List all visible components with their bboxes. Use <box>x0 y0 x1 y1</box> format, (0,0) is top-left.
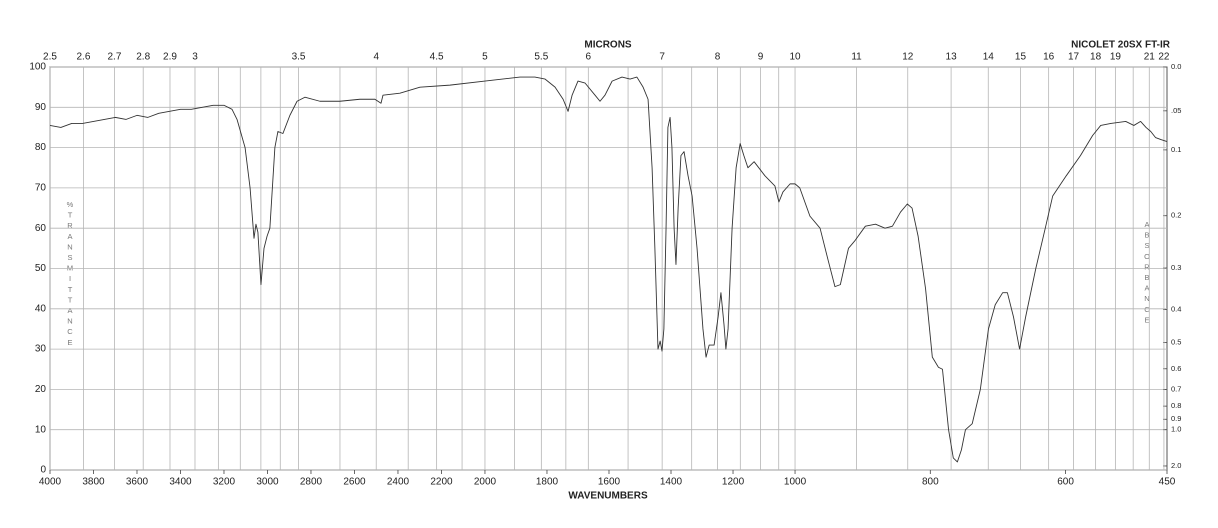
x-tick-label: 450 <box>1159 477 1176 488</box>
x-tick-label: 1000 <box>784 477 807 488</box>
y2-tick-label: 0.1 <box>1171 145 1181 154</box>
y2-tick-label: 0.9 <box>1171 414 1181 423</box>
x-tick-label: 800 <box>922 477 939 488</box>
x2-tick-label: 7 <box>659 52 665 63</box>
y-tick-label: 0 <box>40 465 46 476</box>
x2-tick-label: 19 <box>1110 52 1122 63</box>
y-tick-label: 30 <box>35 344 47 355</box>
x2-tick-label: 13 <box>946 52 958 63</box>
y2-tick-label: 0.8 <box>1171 401 1181 410</box>
y-tick-label: 70 <box>35 183 47 194</box>
y-tick-label: 80 <box>35 142 47 153</box>
x2-tick-label: 2.7 <box>107 52 121 63</box>
x2-tick-label: 17 <box>1068 52 1080 63</box>
x2-tick-label: 15 <box>1015 52 1027 63</box>
x2-tick-label: 2.6 <box>77 52 91 63</box>
y2-tick-label: 0.6 <box>1171 364 1181 373</box>
x2-tick-label: 3.5 <box>292 52 306 63</box>
y2-tick-label: 0.2 <box>1171 211 1181 220</box>
x2-tick-label: 8 <box>715 52 721 63</box>
x2-tick-label: 5 <box>482 52 488 63</box>
y2-tick-label: 0.4 <box>1171 305 1181 314</box>
x2-tick-label: 2.5 <box>43 52 57 63</box>
x2-tick-label: 22 <box>1158 52 1170 63</box>
x-tick-label: 2000 <box>474 477 497 488</box>
y2-tick-label: 0.5 <box>1171 338 1181 347</box>
y-tick-label: 50 <box>35 263 47 274</box>
y-tick-label: 100 <box>29 62 46 73</box>
x2-tick-label: 18 <box>1090 52 1102 63</box>
y2-tick-label: 2.0 <box>1171 461 1181 470</box>
x-tick-label: 1600 <box>598 477 621 488</box>
y2-tick-label: 0.0 <box>1171 62 1181 71</box>
y-tick-label: 90 <box>35 102 47 113</box>
x2-tick-label: 9 <box>758 52 764 63</box>
x2-tick-label: 4.5 <box>430 52 444 63</box>
x2-tick-label: 6 <box>586 52 592 63</box>
x2-tick-label: 16 <box>1043 52 1055 63</box>
x-tick-label: 4000 <box>39 477 62 488</box>
x2-tick-label: 10 <box>789 52 801 63</box>
x-tick-label: 3600 <box>126 477 149 488</box>
x2-tick-label: 12 <box>902 52 914 63</box>
x2-tick-label: 2.9 <box>163 52 177 63</box>
x-tick-label: 2600 <box>343 477 366 488</box>
x2-tick-label: 21 <box>1144 52 1156 63</box>
y-tick-label: 60 <box>35 223 47 234</box>
y-tick-label: 40 <box>35 303 47 314</box>
x-tick-label: 1200 <box>722 477 745 488</box>
x2-tick-label: 11 <box>851 52 862 63</box>
x-tick-label: 3800 <box>82 477 105 488</box>
x-tick-label: 3000 <box>256 477 279 488</box>
x-tick-label: 3400 <box>169 477 192 488</box>
y-tick-label: 20 <box>35 384 47 395</box>
x2-tick-label: 14 <box>983 52 995 63</box>
y2-axis-label: ABSORBANCE <box>1143 220 1152 326</box>
y2-tick-label: 0.3 <box>1171 263 1181 272</box>
x-tick-label: 1800 <box>536 477 559 488</box>
y2-tick-label: 0.7 <box>1171 385 1181 394</box>
x-tick-label: 1400 <box>660 477 683 488</box>
x-axis-label: WAVENUMBERS <box>568 491 648 502</box>
x-tick-label: 2800 <box>300 477 323 488</box>
x-tick-label: 2400 <box>387 477 410 488</box>
x2-tick-label: 5.5 <box>534 52 548 63</box>
x-tick-label: 3200 <box>213 477 236 488</box>
x2-tick-label: 2.8 <box>136 52 150 63</box>
x2-tick-label: 3 <box>192 52 198 63</box>
x-tick-label: 2200 <box>430 477 453 488</box>
y2-tick-label: .05 <box>1171 106 1181 115</box>
y-tick-label: 10 <box>35 424 47 435</box>
y-axis-label: %TRANSMITTANCE <box>66 200 75 348</box>
x-tick-label: 600 <box>1057 477 1074 488</box>
chart-title: MICRONS <box>584 40 632 51</box>
y2-tick-label: 1.0 <box>1171 425 1181 434</box>
x2-tick-label: 4 <box>373 52 379 63</box>
spectrum-line <box>49 76 1168 463</box>
chart-subtitle: NICOLET 20SX FT-IR <box>1071 40 1171 51</box>
